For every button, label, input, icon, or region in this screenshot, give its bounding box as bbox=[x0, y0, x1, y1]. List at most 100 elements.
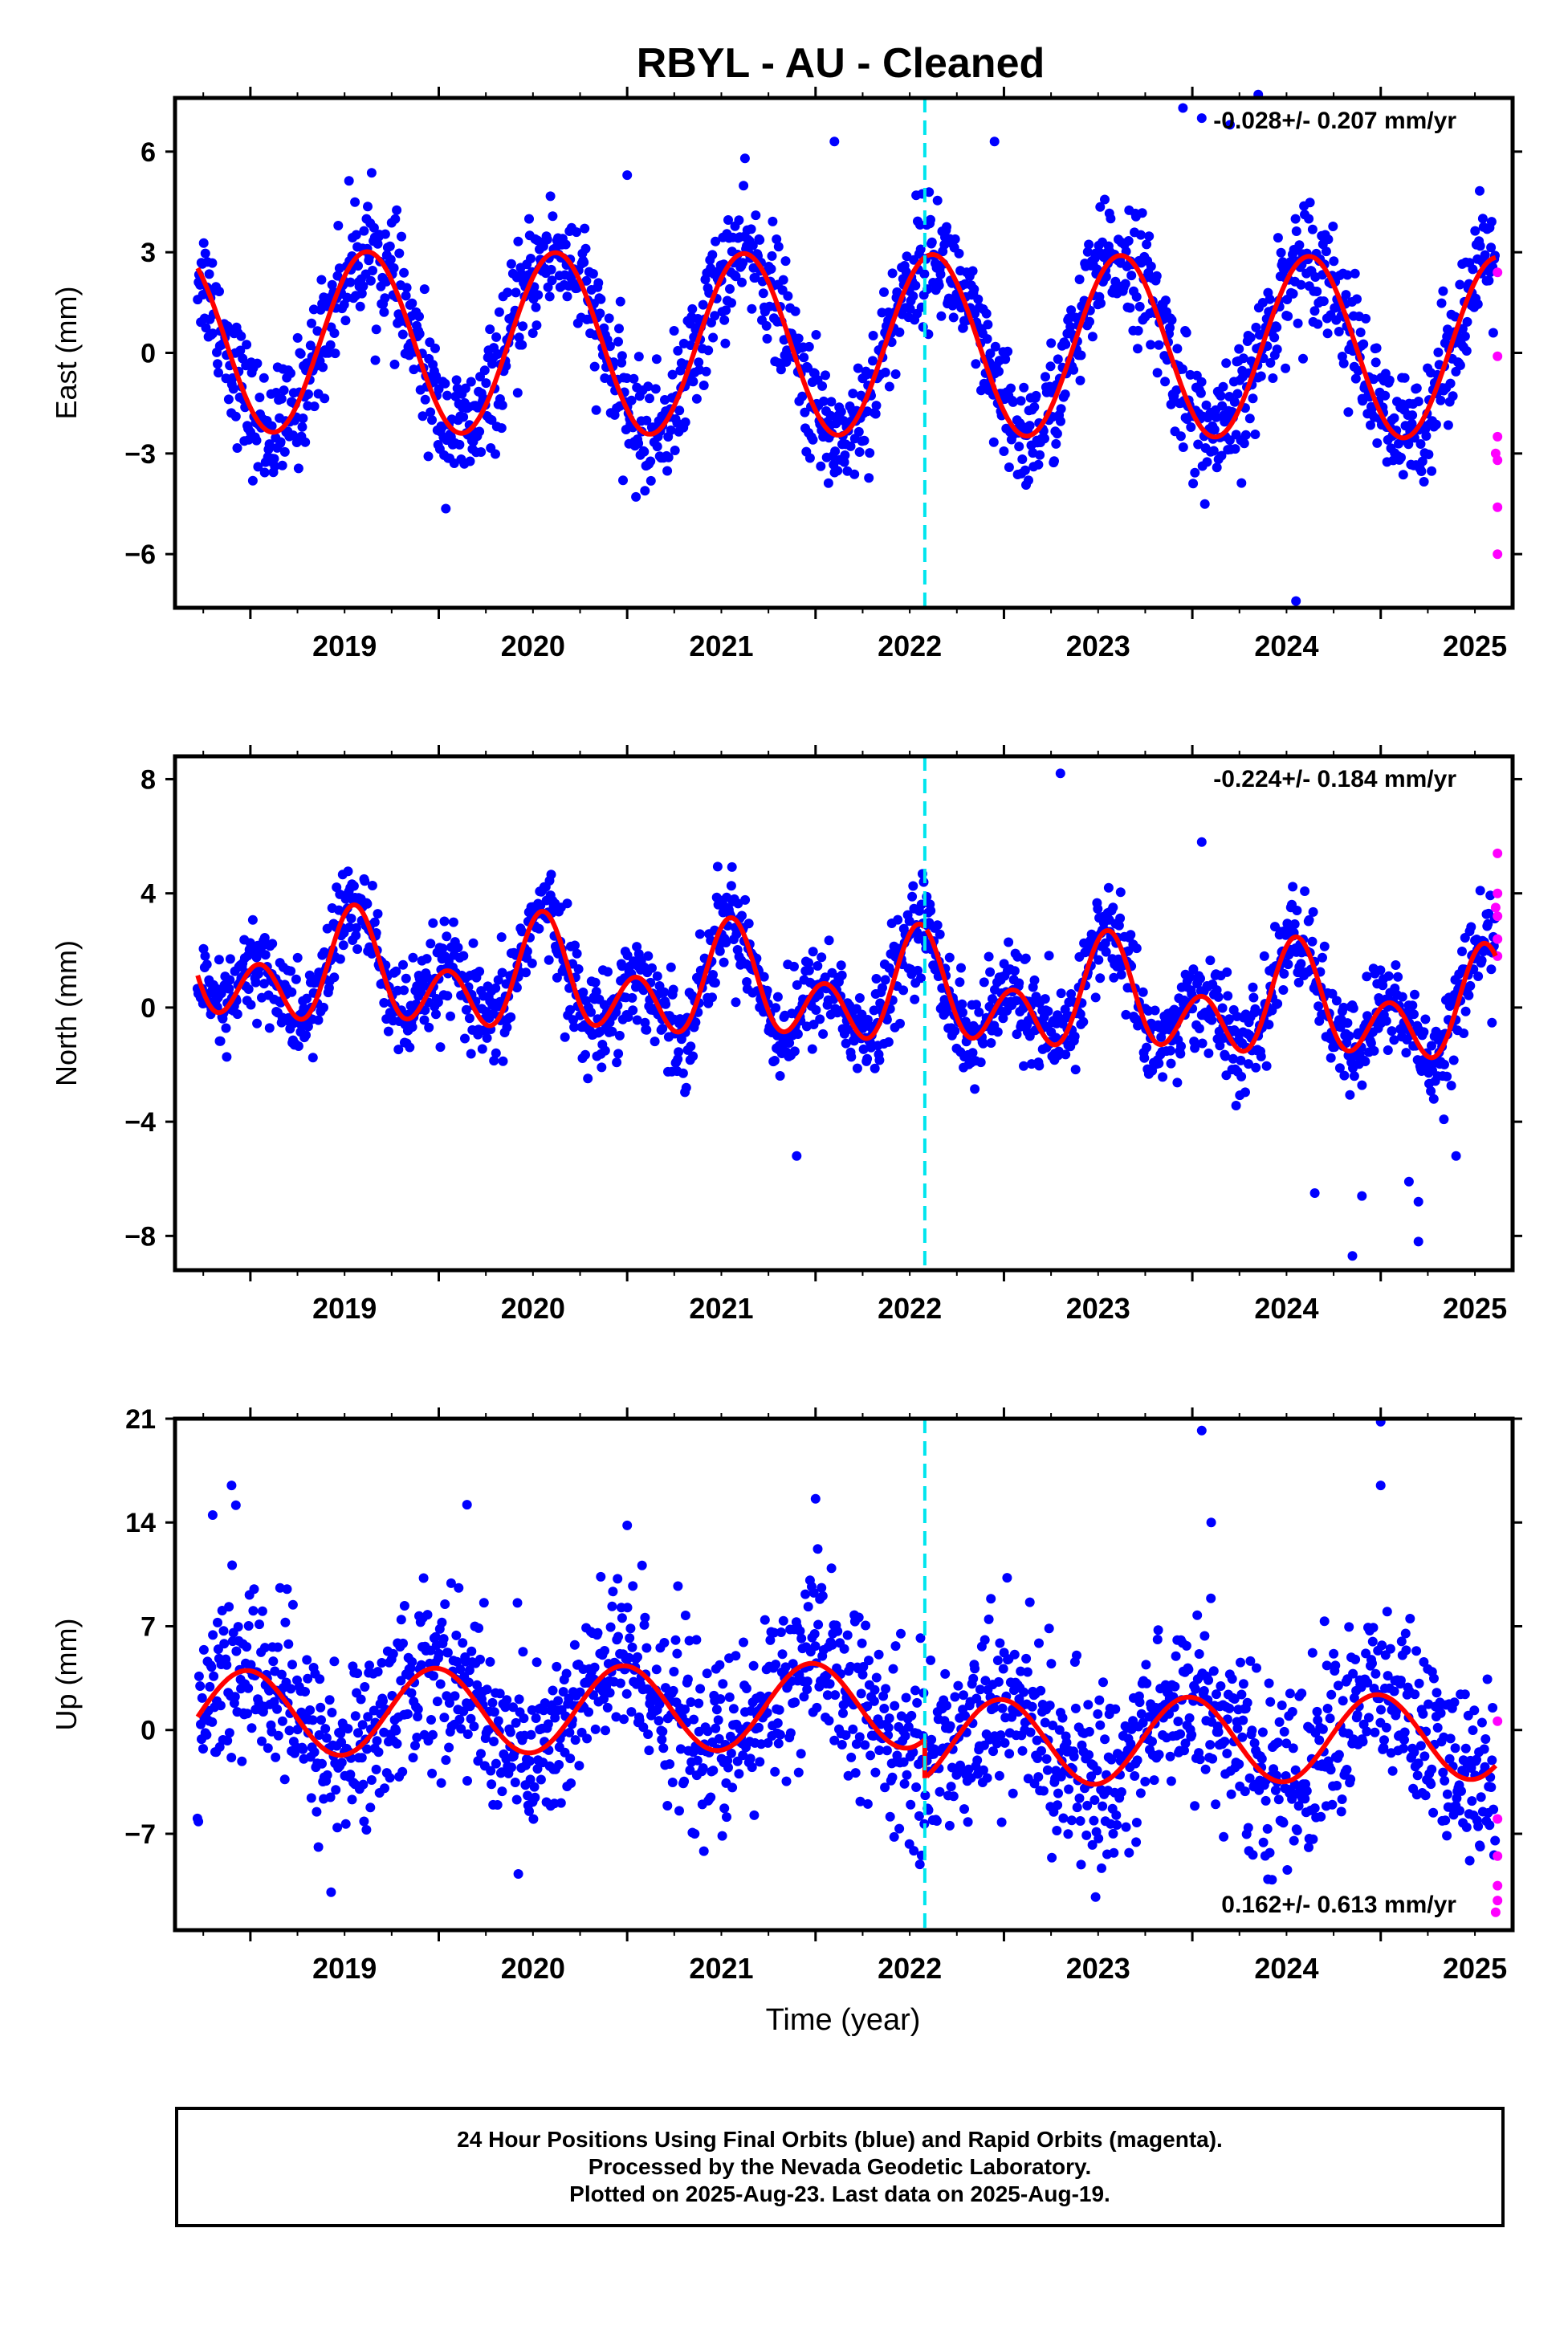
final-point bbox=[391, 1726, 401, 1736]
final-point bbox=[533, 290, 543, 299]
final-point bbox=[1212, 462, 1222, 472]
final-point bbox=[910, 1685, 920, 1695]
final-point bbox=[530, 1782, 540, 1792]
final-point bbox=[628, 1643, 637, 1652]
final-point bbox=[1360, 1057, 1370, 1066]
final-point bbox=[910, 995, 919, 1004]
final-point bbox=[1473, 971, 1483, 981]
final-point bbox=[244, 984, 254, 994]
final-point bbox=[879, 287, 889, 297]
final-point bbox=[1278, 985, 1288, 995]
final-point bbox=[222, 1024, 231, 1033]
final-point bbox=[430, 344, 440, 353]
final-point bbox=[373, 909, 383, 919]
final-point bbox=[1273, 344, 1282, 354]
final-point bbox=[857, 1688, 866, 1698]
y-axis-label: East (mm) bbox=[50, 287, 83, 420]
final-point bbox=[513, 388, 523, 397]
final-point bbox=[349, 882, 359, 891]
final-point bbox=[1116, 887, 1126, 897]
final-point bbox=[463, 1729, 473, 1739]
final-point bbox=[332, 1823, 342, 1832]
final-point bbox=[719, 1803, 729, 1813]
final-point bbox=[214, 955, 224, 964]
final-point bbox=[628, 1005, 637, 1015]
final-point bbox=[360, 1682, 369, 1692]
final-point bbox=[1002, 1573, 1012, 1582]
outlier-point bbox=[1197, 837, 1207, 847]
final-point bbox=[767, 264, 776, 274]
final-point bbox=[250, 1584, 259, 1594]
final-point bbox=[497, 423, 507, 433]
final-point bbox=[1124, 236, 1134, 246]
final-point bbox=[498, 401, 507, 410]
final-point bbox=[919, 269, 929, 279]
final-point bbox=[310, 401, 320, 411]
final-point bbox=[513, 1598, 523, 1607]
final-point bbox=[1407, 410, 1417, 420]
final-point bbox=[725, 1692, 735, 1702]
final-point bbox=[424, 1023, 434, 1033]
final-point bbox=[854, 427, 864, 437]
final-point bbox=[794, 334, 804, 344]
final-point bbox=[583, 1073, 593, 1083]
final-point bbox=[1187, 1730, 1196, 1740]
final-point bbox=[367, 168, 377, 177]
final-point bbox=[890, 1832, 899, 1842]
final-point bbox=[1486, 964, 1496, 974]
final-point bbox=[1320, 942, 1330, 951]
y-tick-label: −8 bbox=[124, 1221, 156, 1252]
final-point bbox=[1047, 1853, 1057, 1863]
final-point bbox=[1409, 1009, 1419, 1019]
final-point bbox=[584, 1707, 593, 1717]
final-point bbox=[747, 304, 756, 314]
final-point bbox=[1449, 1056, 1459, 1065]
final-point bbox=[762, 321, 772, 331]
final-point bbox=[1308, 937, 1318, 947]
final-point bbox=[1294, 240, 1304, 250]
final-point bbox=[1195, 974, 1205, 984]
final-point bbox=[1332, 996, 1342, 1005]
final-point bbox=[474, 1623, 483, 1633]
final-point bbox=[1010, 1650, 1020, 1660]
final-point bbox=[1238, 1716, 1248, 1725]
final-point bbox=[708, 333, 718, 343]
rapid-point bbox=[1493, 267, 1502, 277]
final-point bbox=[518, 1647, 527, 1656]
final-point bbox=[1322, 246, 1331, 256]
final-point bbox=[1122, 1823, 1131, 1832]
final-point bbox=[683, 1675, 693, 1684]
final-point bbox=[310, 1747, 320, 1757]
final-point bbox=[672, 1649, 682, 1659]
final-point bbox=[491, 332, 501, 342]
final-point bbox=[719, 958, 729, 967]
final-point bbox=[385, 242, 395, 251]
final-point bbox=[1196, 389, 1206, 398]
final-point bbox=[315, 1674, 324, 1684]
final-point bbox=[251, 978, 261, 988]
final-point bbox=[1313, 1001, 1323, 1011]
final-point bbox=[1356, 328, 1366, 337]
rate-annotation: -0.028+/- 0.207 mm/yr bbox=[1213, 108, 1456, 134]
final-point bbox=[386, 255, 396, 264]
final-point bbox=[860, 436, 870, 446]
final-point bbox=[737, 911, 747, 921]
final-point bbox=[994, 1677, 1004, 1687]
final-point bbox=[325, 1695, 335, 1705]
final-point bbox=[1216, 391, 1226, 401]
final-point bbox=[202, 959, 212, 969]
final-point bbox=[1023, 1668, 1032, 1677]
final-point bbox=[225, 976, 234, 985]
final-point bbox=[449, 918, 458, 927]
final-point bbox=[1248, 1850, 1258, 1859]
final-point bbox=[837, 971, 847, 980]
final-point bbox=[760, 1615, 770, 1625]
final-point bbox=[1057, 404, 1066, 413]
final-point bbox=[454, 1715, 464, 1725]
final-point bbox=[722, 1812, 731, 1822]
final-point bbox=[298, 422, 307, 432]
final-point bbox=[1063, 1829, 1073, 1839]
final-point bbox=[397, 1615, 406, 1624]
final-point bbox=[286, 1684, 295, 1693]
final-point bbox=[690, 1829, 699, 1839]
